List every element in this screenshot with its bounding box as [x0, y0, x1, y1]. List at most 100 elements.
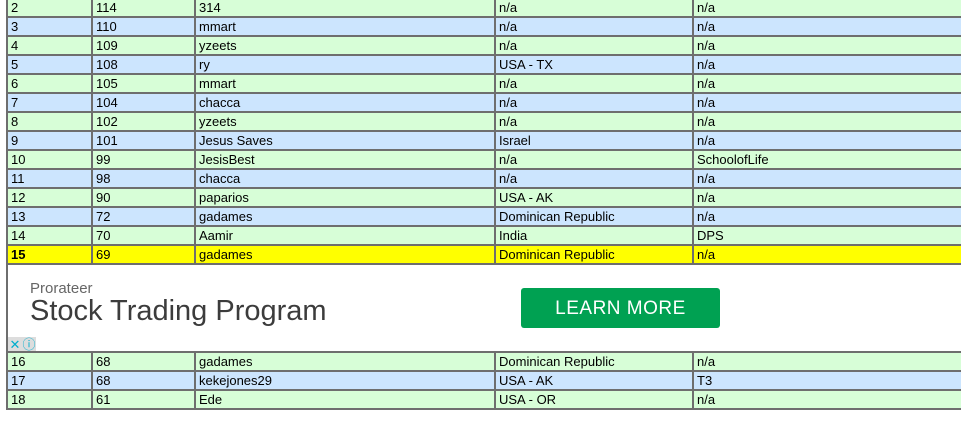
score-cell: 109 [91, 35, 196, 56]
school-cell: n/a [692, 168, 961, 189]
school-cell: n/a [692, 73, 961, 94]
rank-cell: 12 [6, 187, 93, 208]
rank-cell: 17 [6, 370, 93, 391]
table-row: 11 98 chacca n/a n/a [6, 168, 961, 189]
player-cell: yzeets [194, 111, 496, 132]
rank-cell: 16 [6, 351, 93, 372]
location-cell: USA - AK [494, 187, 694, 208]
score-cell: 99 [91, 149, 196, 170]
table-row: 16 68 gadames Dominican Republic n/a [6, 351, 961, 372]
table-row: 13 72 gadames Dominican Republic n/a [6, 206, 961, 227]
location-cell: n/a [494, 0, 694, 18]
rank-cell: 18 [6, 389, 93, 410]
score-cell: 102 [91, 111, 196, 132]
school-cell: T3 [692, 370, 961, 391]
location-cell: Dominican Republic [494, 206, 694, 227]
location-cell: USA - TX [494, 54, 694, 75]
player-cell: gadames [194, 244, 496, 265]
table-row: 12 90 paparios USA - AK n/a [6, 187, 961, 208]
player-cell: kekejones29 [194, 370, 496, 391]
table-row: 4 109 yzeets n/a n/a [6, 35, 961, 56]
score-cell: 101 [91, 130, 196, 151]
rank-cell: 9 [6, 130, 93, 151]
rank-cell: 2 [6, 0, 93, 18]
school-cell: n/a [692, 187, 961, 208]
leaderboard-table: 2 114 314 n/a n/a 3 110 mmart n/a n/a 4 109 yzeets n/… [6, 0, 961, 410]
rank-cell: 8 [6, 111, 93, 132]
table-row: 6 105 mmart n/a n/a [6, 73, 961, 94]
table-row: 5 108 ry USA - TX n/a [6, 54, 961, 75]
close-x-icon[interactable]: ✕ [9, 337, 21, 352]
player-cell: paparios [194, 187, 496, 208]
score-cell: 104 [91, 92, 196, 113]
advertisement[interactable]: Prorateer Stock Trading Program LEARN MO… [6, 263, 961, 353]
table-row: 17 68 kekejones29 USA - AK T3 [6, 370, 961, 391]
rank-cell: 5 [6, 54, 93, 75]
location-cell: India [494, 225, 694, 246]
school-cell: n/a [692, 111, 961, 132]
location-cell: n/a [494, 16, 694, 37]
player-cell: ry [194, 54, 496, 75]
learn-more-button[interactable]: LEARN MORE [521, 288, 720, 328]
ad-sponsor: Prorateer [30, 280, 93, 297]
score-cell: 72 [91, 206, 196, 227]
school-cell: n/a [692, 92, 961, 113]
table-row: 8 102 yzeets n/a n/a [6, 111, 961, 132]
school-cell: n/a [692, 206, 961, 227]
rank-cell: 14 [6, 225, 93, 246]
ad-headline[interactable]: Stock Trading Program [30, 295, 327, 327]
school-cell: n/a [692, 54, 961, 75]
location-cell: Dominican Republic [494, 351, 694, 372]
player-cell: Aamir [194, 225, 496, 246]
player-cell: gadames [194, 206, 496, 227]
score-cell: 90 [91, 187, 196, 208]
location-cell: n/a [494, 149, 694, 170]
player-cell: Jesus Saves [194, 130, 496, 151]
player-cell: chacca [194, 168, 496, 189]
school-cell: n/a [692, 244, 961, 265]
school-cell: n/a [692, 16, 961, 37]
location-cell: n/a [494, 73, 694, 94]
location-cell: Dominican Republic [494, 244, 694, 265]
score-cell: 70 [91, 225, 196, 246]
location-cell: n/a [494, 168, 694, 189]
table-row-highlighted: 15 69 gadames Dominican Republic n/a [6, 244, 961, 265]
player-cell: chacca [194, 92, 496, 113]
rank-cell: 3 [6, 16, 93, 37]
location-cell: n/a [494, 111, 694, 132]
score-cell: 105 [91, 73, 196, 94]
table-row: 10 99 JesisBest n/a SchoolofLife [6, 149, 961, 170]
player-cell: Ede [194, 389, 496, 410]
table-row: 14 70 Aamir India DPS [6, 225, 961, 246]
ad-banner[interactable]: Prorateer Stock Trading Program LEARN MO… [9, 266, 735, 352]
score-cell: 61 [91, 389, 196, 410]
leaderboard-container: 2 114 314 n/a n/a 3 110 mmart n/a n/a 4 109 yzeets n/… [6, 0, 961, 410]
player-cell: mmart [194, 16, 496, 37]
rank-cell: 6 [6, 73, 93, 94]
player-cell: yzeets [194, 35, 496, 56]
table-row: 3 110 mmart n/a n/a [6, 16, 961, 37]
score-cell: 68 [91, 370, 196, 391]
score-cell: 108 [91, 54, 196, 75]
player-cell: mmart [194, 73, 496, 94]
table-row: 9 101 Jesus Saves Israel n/a [6, 130, 961, 151]
player-cell: 314 [194, 0, 496, 18]
rank-cell: 10 [6, 149, 93, 170]
rank-cell: 4 [6, 35, 93, 56]
player-cell: gadames [194, 351, 496, 372]
rank-cell: 13 [6, 206, 93, 227]
rank-cell: 7 [6, 92, 93, 113]
player-cell: JesisBest [194, 149, 496, 170]
info-icon[interactable]: ⓘ [22, 337, 36, 352]
school-cell: n/a [692, 351, 961, 372]
table-row: 7 104 chacca n/a n/a [6, 92, 961, 113]
rank-cell: 15 [6, 244, 93, 265]
score-cell: 110 [91, 16, 196, 37]
location-cell: n/a [494, 92, 694, 113]
school-cell: n/a [692, 35, 961, 56]
school-cell: n/a [692, 0, 961, 18]
location-cell: Israel [494, 130, 694, 151]
score-cell: 114 [91, 0, 196, 18]
school-cell: SchoolofLife [692, 149, 961, 170]
location-cell: USA - AK [494, 370, 694, 391]
